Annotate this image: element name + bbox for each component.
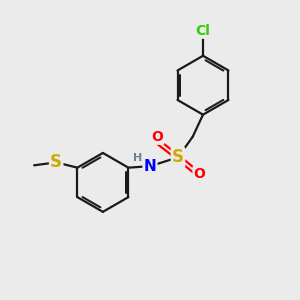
Text: Cl: Cl <box>196 24 210 38</box>
Text: S: S <box>50 153 62 171</box>
Text: O: O <box>152 130 163 144</box>
Text: H: H <box>133 153 142 163</box>
Text: N: N <box>144 159 156 174</box>
Text: S: S <box>172 148 184 166</box>
Text: O: O <box>194 167 206 181</box>
